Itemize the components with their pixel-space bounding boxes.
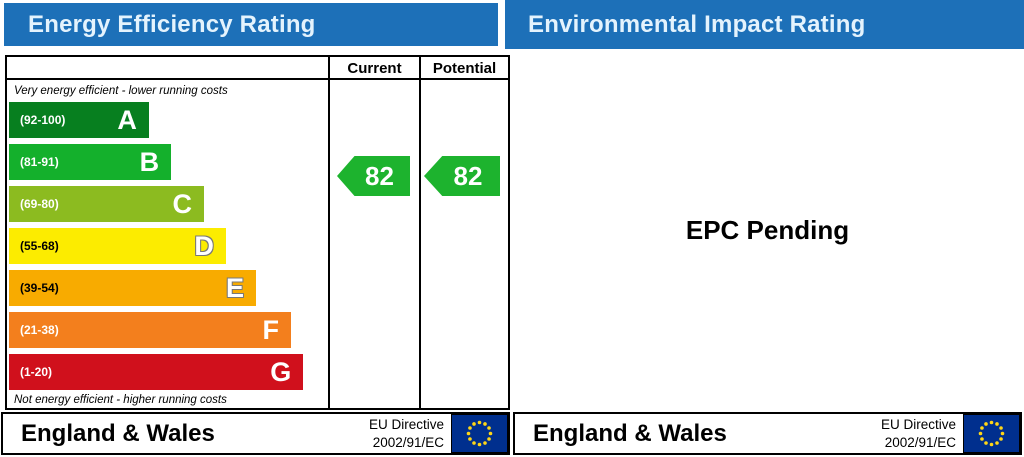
environmental-impact-header-bar: Environmental Impact Rating xyxy=(505,0,1024,49)
column-divider xyxy=(328,57,330,408)
eu-flag-icon xyxy=(451,414,508,453)
potential-column-header: Potential xyxy=(432,60,497,77)
column-divider xyxy=(419,57,421,408)
environmental-impact-title: Environmental Impact Rating xyxy=(528,10,866,38)
eu-directive-line2: 2002/91/EC xyxy=(884,434,956,450)
band-row-e: (39-54) E xyxy=(9,270,322,306)
band-range-label: (1-20) xyxy=(20,365,53,379)
environmental-impact-panel: EPC Pending xyxy=(513,49,1022,412)
band-range-label: (39-54) xyxy=(20,281,59,295)
potential-rating-arrow: 82 xyxy=(424,156,500,196)
band-bar: (69-80) C xyxy=(9,186,204,222)
band-row-d: (55-68) D xyxy=(9,228,322,264)
band-row-c: (69-80) C xyxy=(9,186,322,222)
epc-pending-message: EPC Pending xyxy=(685,215,850,245)
eu-flag-icon xyxy=(963,414,1020,453)
band-row-f: (21-38) F xyxy=(9,312,322,348)
chart-header-row xyxy=(7,57,508,80)
band-row-a: (92-100) A xyxy=(9,102,322,138)
band-bar: (92-100) A xyxy=(9,102,149,138)
footer-energy: England & Wales EU Directive 2002/91/EC xyxy=(1,412,510,455)
energy-efficiency-header-bar: Energy Efficiency Rating xyxy=(4,3,498,46)
band-range-label: (92-100) xyxy=(20,113,66,127)
footer-environmental: England & Wales EU Directive 2002/91/EC xyxy=(513,412,1022,455)
band-bar: (81-91) B xyxy=(9,144,172,180)
energy-rating-chart: Current Potential Very energy efficient … xyxy=(5,55,510,410)
eu-directive-text: EU Directive 2002/91/EC xyxy=(881,416,963,451)
band-bar: (1-20) G xyxy=(9,354,304,390)
band-range-label: (69-80) xyxy=(20,197,59,211)
eu-directive-line1: EU Directive xyxy=(368,417,444,433)
band-range-label: (55-68) xyxy=(20,239,59,253)
band-bar: (55-68) D xyxy=(9,228,226,264)
eu-directive-line1: EU Directive xyxy=(880,417,956,433)
band-letter: B xyxy=(139,146,160,177)
band-letter: A xyxy=(117,104,137,135)
band-letter: D xyxy=(194,230,214,261)
region-label: England & Wales xyxy=(21,419,215,447)
band-row-g: (1-20) G xyxy=(9,354,322,390)
band-letter: G xyxy=(270,356,292,387)
band-bar: (21-38) F xyxy=(9,312,291,348)
current-column-header: Current xyxy=(347,60,402,77)
band-row-b: (81-91) B xyxy=(9,144,322,180)
energy-efficiency-title: Energy Efficiency Rating xyxy=(28,10,316,38)
band-range-label: (81-91) xyxy=(20,155,59,169)
rating-bands: (92-100) A (81-91) B (69-80) C (55-68) xyxy=(9,102,322,396)
band-letter: F xyxy=(262,314,280,345)
current-rating-arrow: 82 xyxy=(337,156,410,196)
band-bar: (39-54) E xyxy=(9,270,256,306)
eu-directive-text: EU Directive 2002/91/EC xyxy=(369,416,451,451)
band-letter: C xyxy=(172,188,192,219)
top-note: Very energy efficient - lower running co… xyxy=(14,85,228,97)
band-letter: E xyxy=(225,272,244,303)
eu-directive-line2: 2002/91/EC xyxy=(372,434,444,450)
band-range-label: (21-38) xyxy=(20,323,59,337)
region-label: England & Wales xyxy=(533,419,727,447)
bottom-note: Not energy efficient - higher running co… xyxy=(14,394,227,406)
